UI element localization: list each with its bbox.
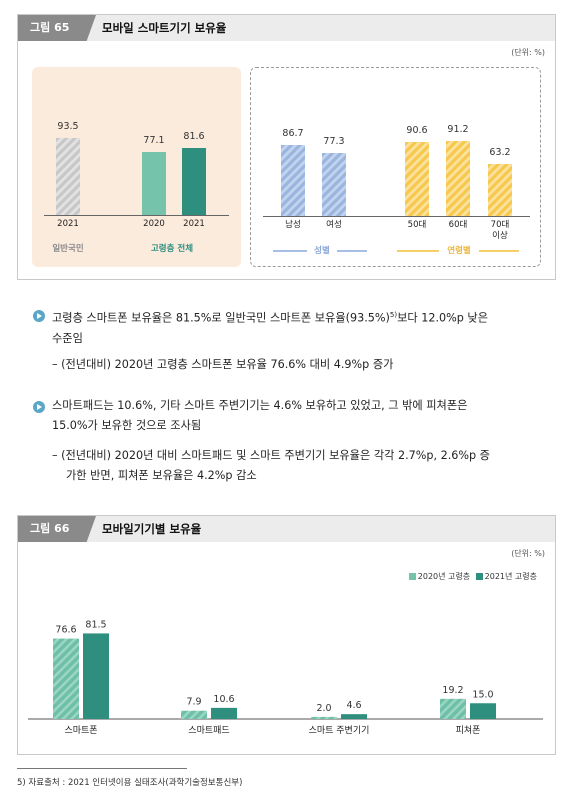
bar-2020-2 xyxy=(311,716,337,719)
group-line-gender-left xyxy=(273,250,307,252)
sub-point-devices: – (전년대비) 2020년 대비 스마트패드 및 스마트 주변기기 보유율은 … xyxy=(52,446,555,486)
figure-65: 그림 65 모바일 스마트기기 보유율 (단위: %) 93.5 77.1 81… xyxy=(17,14,556,280)
data-label-2021-1: 10.6 xyxy=(213,694,234,705)
figure-header: 그림 66 모바일기기별 보유율 xyxy=(18,516,555,542)
sub-point-smartphone: – (전년대비) 2020년 고령층 스마트폰 보유율 76.6% 대비 4.9… xyxy=(52,358,394,371)
bar-2020-1 xyxy=(181,710,207,719)
paragraph-text: 고령층 스마트폰 보유율은 81.5%로 일반국민 스마트폰 보유율(93.5%… xyxy=(52,311,390,325)
footnote-ref: 5) xyxy=(389,311,398,319)
group-label-general: 일반국민 xyxy=(52,244,84,254)
paragraph-text: 15.0%가 보유한 것으로 조사됨 xyxy=(52,419,202,432)
value-female: 77.3 xyxy=(323,135,345,147)
bar-elderly-2021 xyxy=(182,148,206,215)
group-line-gender-right xyxy=(337,250,367,252)
breakdown-panel: 86.7 77.3 90.6 91.2 63.2 남성 여성 50대 60대 7… xyxy=(250,67,541,267)
paragraph-text: 가한 반면, 피쳐폰 보유율은 4.2%p 감소 xyxy=(66,469,257,482)
value-age-70plus: 63.2 xyxy=(489,147,511,159)
baseline xyxy=(44,215,229,216)
category-label-3: 피쳐폰 xyxy=(456,724,481,736)
bar-age-50s xyxy=(405,141,429,216)
value-elderly-2021: 81.6 xyxy=(183,131,205,143)
category-label-0: 스마트폰 xyxy=(64,725,97,736)
bar-age-60s xyxy=(446,141,470,216)
breakdown-plot: 86.7 77.3 90.6 91.2 63.2 xyxy=(251,68,540,216)
unit-label: (단위: %) xyxy=(511,48,545,57)
paragraph-text: 수준임 xyxy=(52,331,83,345)
bar-2021-3 xyxy=(470,703,496,719)
cat-label-60s: 60대 xyxy=(448,220,468,230)
year-label-2020: 2020 xyxy=(143,219,165,229)
category-label-2: 스마트 주변기기 xyxy=(309,725,370,736)
cat-label-70plus: 70대 이상 xyxy=(490,220,510,241)
data-label-2021-3: 15.0 xyxy=(472,689,493,700)
value-age-60s: 91.2 xyxy=(447,124,469,136)
bar-2021-1 xyxy=(211,707,237,719)
bar-2021-0 xyxy=(83,633,109,719)
legend-label-2020: 2020년 고령층 xyxy=(417,572,471,581)
cat-label-male: 남성 xyxy=(285,220,301,230)
group-label-elderly: 고령층 전체 xyxy=(150,244,194,254)
paragraph-text: 스마트패드는 10.6%, 기타 스마트 주변기기는 4.6% 보유하고 있었고… xyxy=(52,399,468,412)
figure-66: 그림 66 모바일기기별 보유율 (단위: %) 2020년 고령층 2021년… xyxy=(17,515,556,755)
bar-female xyxy=(322,152,346,216)
value-age-50s: 90.6 xyxy=(406,124,428,136)
bar-elderly-2020 xyxy=(142,151,166,215)
figure-title: 모바일 스마트기기 보유율 xyxy=(102,21,227,35)
device-ownership-chart: 76.6 81.5 스마트폰 7.9 10.6 스마트패드 2.0 4.6 스마트 주변기기 19… xyxy=(28,619,543,736)
legend-label-2021: 2021년 고령층 xyxy=(484,572,537,581)
bullet-icon xyxy=(33,401,45,413)
year-label-general: 2021 xyxy=(57,219,79,229)
bar-2020-0 xyxy=(53,638,79,719)
footnote-divider xyxy=(17,768,187,769)
bar-age-70plus xyxy=(488,164,512,216)
bar-male xyxy=(281,144,305,216)
paragraph-text: 보다 12.0%p 낮은 xyxy=(397,311,489,325)
paragraph-smartphone: 고령층 스마트폰 보유율은 81.5%로 일반국민 스마트폰 보유율(93.5%… xyxy=(52,305,555,349)
data-label-2021-0: 81.5 xyxy=(85,619,106,630)
data-label-2020-1: 7.9 xyxy=(186,697,201,708)
group-line-age-right xyxy=(479,250,519,252)
value-elderly-2020: 77.1 xyxy=(143,134,165,146)
chart-legend: 2020년 고령층 2021년 고령층 xyxy=(408,571,537,582)
baseline xyxy=(263,216,530,217)
bullet-icon xyxy=(33,310,45,322)
data-label-2020-0: 76.6 xyxy=(55,625,76,636)
footnote: 5) 자료출처 : 2021 인터넷이용 실태조사(과학기술정보통신부) xyxy=(17,778,243,788)
bar-2021-2 xyxy=(341,714,367,719)
bar-2020-3 xyxy=(440,698,466,719)
category-label-1: 스마트패드 xyxy=(188,725,229,736)
data-label-2020-3: 19.2 xyxy=(442,685,463,696)
group-label-age: 연령별 xyxy=(447,246,471,256)
value-general-2021: 93.5 xyxy=(57,121,79,133)
value-male: 86.7 xyxy=(282,127,304,139)
data-label-2021-2: 4.6 xyxy=(346,700,361,711)
group-line-age-left xyxy=(397,250,439,252)
bar-general-2021 xyxy=(56,138,80,215)
overall-panel: 93.5 77.1 81.6 2021 2020 2021 일반국민 고령층 전… xyxy=(32,67,241,267)
figure-header: 그림 65 모바일 스마트기기 보유율 xyxy=(18,15,555,41)
overall-plot: 93.5 77.1 81.6 xyxy=(32,67,241,215)
data-label-2020-2: 2.0 xyxy=(316,703,331,714)
figure-title: 모바일기기별 보유율 xyxy=(102,522,202,536)
legend-swatch-2020 xyxy=(408,573,416,580)
figure-tag: 그림 65 xyxy=(18,15,96,41)
year-label-2021: 2021 xyxy=(183,219,205,229)
paragraph-devices: 스마트패드는 10.6%, 기타 스마트 주변기기는 4.6% 보유하고 있었고… xyxy=(52,396,555,436)
cat-label-50s: 50대 xyxy=(407,220,427,230)
figure-tag: 그림 66 xyxy=(18,516,96,542)
group-label-gender: 성별 xyxy=(314,246,330,256)
cat-label-female: 여성 xyxy=(326,220,342,230)
unit-label: (단위: %) xyxy=(511,549,545,558)
paragraph-text: – (전년대비) 2020년 대비 스마트패드 및 스마트 주변기기 보유율은 … xyxy=(52,449,490,462)
legend-swatch-2021 xyxy=(475,573,483,580)
